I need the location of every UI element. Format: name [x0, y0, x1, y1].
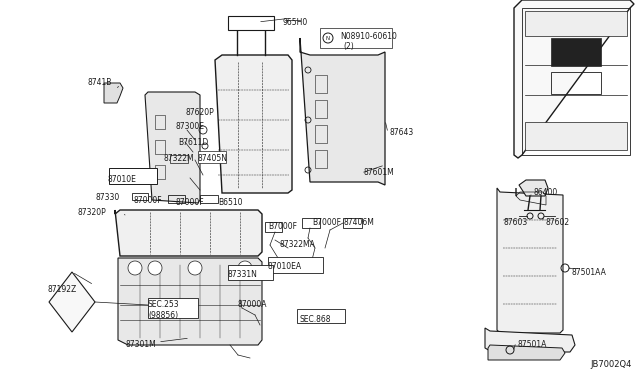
- Polygon shape: [118, 258, 262, 345]
- Bar: [525, 11, 627, 36]
- Text: 87322MA: 87322MA: [280, 240, 316, 249]
- Polygon shape: [514, 0, 634, 158]
- Polygon shape: [485, 328, 575, 352]
- Bar: [320, 28, 392, 48]
- Text: N: N: [326, 35, 330, 41]
- Text: B7000F: B7000F: [312, 218, 341, 227]
- Text: SEC.253: SEC.253: [148, 300, 180, 309]
- Text: 87331N: 87331N: [228, 270, 258, 279]
- Text: 87010E: 87010E: [107, 175, 136, 184]
- Text: 87300E: 87300E: [175, 122, 204, 131]
- Text: 87000A: 87000A: [238, 300, 268, 309]
- Bar: [155, 115, 165, 129]
- Bar: [315, 125, 327, 143]
- Text: N08910-60610: N08910-60610: [340, 32, 397, 41]
- Text: 87192Z: 87192Z: [48, 285, 77, 294]
- Circle shape: [323, 33, 333, 43]
- Text: 87601M: 87601M: [363, 168, 394, 177]
- Text: 87010EA: 87010EA: [267, 262, 301, 271]
- Bar: [268, 257, 323, 273]
- Text: B7000F: B7000F: [268, 222, 297, 231]
- Polygon shape: [115, 210, 262, 256]
- Bar: [155, 140, 165, 154]
- Text: 87301M: 87301M: [126, 340, 157, 349]
- Bar: [551, 72, 601, 94]
- Bar: [155, 165, 165, 179]
- Text: 87620P: 87620P: [185, 108, 214, 117]
- Circle shape: [148, 261, 162, 275]
- Bar: [525, 122, 627, 150]
- Text: 87501AA: 87501AA: [572, 268, 607, 277]
- Text: 8741B: 8741B: [88, 78, 113, 87]
- Text: 87602: 87602: [545, 218, 569, 227]
- Bar: [522, 8, 630, 155]
- Text: (98856): (98856): [148, 311, 178, 320]
- Polygon shape: [145, 92, 200, 203]
- Bar: [198, 151, 226, 163]
- Polygon shape: [104, 83, 123, 103]
- Bar: [315, 75, 327, 93]
- Circle shape: [238, 261, 252, 275]
- Text: 87320P: 87320P: [78, 208, 107, 217]
- Text: 965H0: 965H0: [282, 18, 308, 27]
- Bar: [228, 16, 274, 30]
- Bar: [228, 265, 273, 280]
- Bar: [109, 168, 157, 184]
- Text: 87501A: 87501A: [518, 340, 547, 349]
- Polygon shape: [215, 55, 292, 193]
- Text: 87000F: 87000F: [176, 198, 205, 207]
- Bar: [551, 38, 601, 66]
- Polygon shape: [519, 180, 548, 196]
- Bar: [297, 309, 345, 323]
- Text: 87643: 87643: [390, 128, 414, 137]
- Polygon shape: [49, 272, 95, 332]
- Text: 87000F: 87000F: [133, 196, 162, 205]
- Circle shape: [188, 261, 202, 275]
- Text: 87405N: 87405N: [198, 154, 228, 163]
- Text: (2): (2): [343, 42, 354, 51]
- Text: SEC.868: SEC.868: [300, 315, 332, 324]
- Polygon shape: [488, 345, 565, 360]
- Text: 86400: 86400: [533, 188, 557, 197]
- Polygon shape: [497, 188, 563, 333]
- Text: B7611D: B7611D: [178, 138, 208, 147]
- Text: 87330: 87330: [96, 193, 120, 202]
- Circle shape: [128, 261, 142, 275]
- Text: 87406M: 87406M: [343, 218, 374, 227]
- Bar: [315, 150, 327, 168]
- Polygon shape: [300, 38, 385, 185]
- Text: 87603: 87603: [504, 218, 528, 227]
- Text: JB7002Q4: JB7002Q4: [590, 360, 632, 369]
- Text: 87322M: 87322M: [163, 154, 194, 163]
- Bar: [315, 100, 327, 118]
- Bar: [148, 298, 198, 318]
- Text: B6510: B6510: [218, 198, 243, 207]
